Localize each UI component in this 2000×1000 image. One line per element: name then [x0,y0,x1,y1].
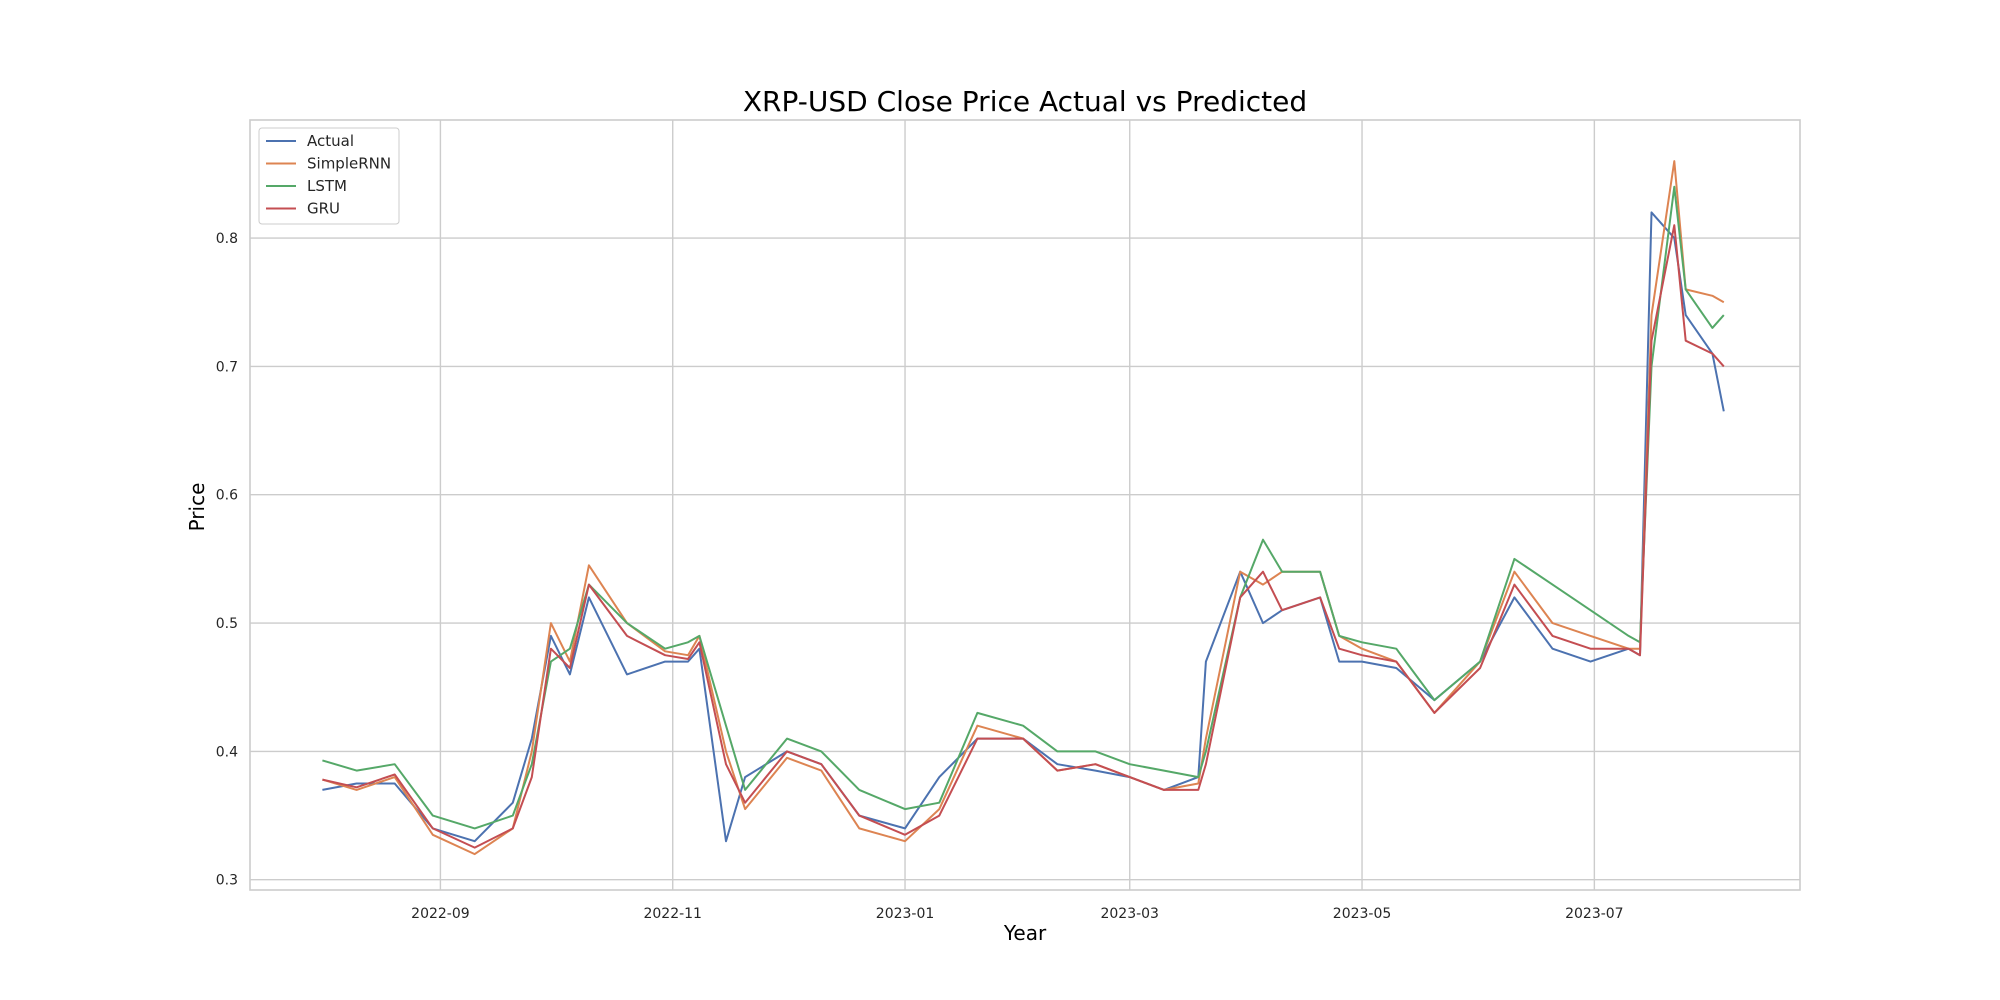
x-tick-label: 2023-05 [1333,906,1392,922]
y-tick-label: 0.8 [216,231,238,247]
y-tick-label: 0.3 [216,873,238,889]
legend-box [258,127,400,225]
tick-labels: 2022-09 2022-11 2023-01 2023-03 2023-05 2023-… [216,231,1624,922]
x-tick-label: 2023-07 [1565,906,1624,922]
legend-label: LSTM [307,177,347,195]
series-line-lstm [322,185,1725,830]
y-tick-label: 0.6 [216,488,238,504]
legend-label: GRU [307,200,340,218]
legend: Actual SimpleRNN LSTM GRU [258,127,400,225]
legend-items: Actual SimpleRNN LSTM GRU [266,132,391,218]
series-lines [322,160,1725,856]
y-tick-label: 0.4 [216,744,238,760]
y-axis-title: Price [185,483,209,532]
x-tick-label: 2022-09 [411,906,470,922]
series-line-gru [322,224,1725,849]
x-axis-title: Year [1003,921,1047,945]
grid [250,120,1800,890]
legend-label: SimpleRNN [307,155,391,173]
chart-title: XRP-USD Close Price Actual vs Predicted [743,85,1307,118]
y-tick-label: 0.7 [216,359,238,375]
x-tick-label: 2023-03 [1100,906,1159,922]
legend-label: Actual [307,132,354,150]
x-tick-label: 2023-01 [876,906,935,922]
plot-area-frame [249,119,1801,891]
x-tick-label: 2022-11 [643,906,702,922]
y-tick-label: 0.5 [216,616,238,632]
